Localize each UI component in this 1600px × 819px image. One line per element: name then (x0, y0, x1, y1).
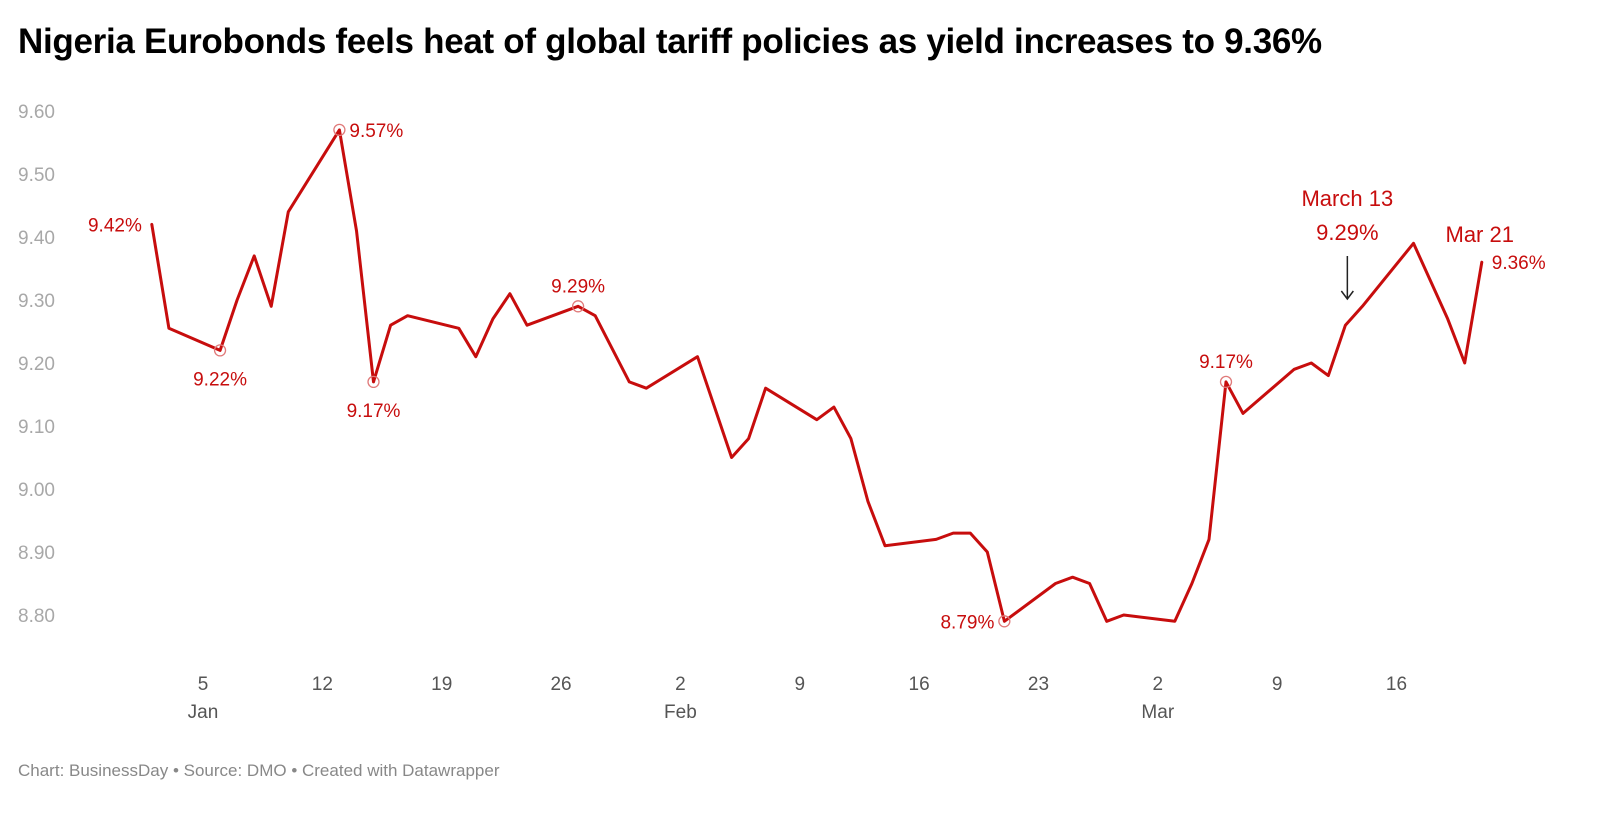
data-label: 9.42% (88, 215, 142, 236)
y-tick-label: 9.20 (18, 354, 55, 375)
y-tick-label: 9.10 (18, 417, 55, 438)
data-label: 8.79% (940, 612, 994, 633)
data-label: 9.29% (551, 276, 605, 297)
y-tick-label: 9.60 (18, 102, 55, 123)
x-tick-label: 2 (1153, 674, 1164, 695)
data-label: 9.17% (1199, 352, 1253, 373)
x-axis: 5 Jan 12 19 26 2 Feb 9 16 23 2 Mar 9 16 (188, 674, 1407, 723)
x-tick-label: 16 (909, 674, 930, 695)
y-tick-label: 9.40 (18, 228, 55, 249)
x-tick-label: 26 (550, 674, 571, 695)
y-tick-label: 9.50 (18, 165, 55, 186)
y-tick-label: 8.90 (18, 543, 55, 564)
x-tick-label: 2 (675, 674, 686, 695)
data-label: 9.36% (1492, 253, 1546, 274)
x-month-label: Mar (1141, 702, 1174, 723)
x-tick-label: 23 (1028, 674, 1049, 695)
data-label: 9.22% (193, 369, 247, 390)
highlight-marker (571, 300, 585, 313)
y-tick-label: 9.00 (18, 480, 55, 501)
y-axis: 9.60 9.50 9.40 9.30 9.20 9.10 9.00 8.90 8.80 (18, 102, 55, 627)
y-tick-label: 9.30 (18, 291, 55, 312)
arrow-down-icon (1340, 290, 1354, 301)
highlight-marker (333, 123, 346, 137)
y-tick-label: 8.80 (18, 606, 55, 627)
callout-label: March 13 (1301, 186, 1393, 211)
chart-footer: Chart: BusinessDay • Source: DMO • Creat… (18, 761, 500, 780)
highlight-marker (367, 375, 380, 389)
callout-value: 9.29% (1316, 220, 1378, 245)
highlight-marker (213, 344, 227, 357)
data-label: 9.17% (347, 401, 401, 422)
x-tick-label: 9 (1272, 674, 1283, 695)
x-tick-label: 19 (431, 674, 452, 695)
data-label: 9.57% (349, 121, 403, 142)
annotations-layer: 9.42% 9.22% 9.57% 9.17% 9.29% 8.79% 9.17% 9.36%… (88, 121, 1546, 633)
callout-label: Mar 21 (1446, 222, 1514, 247)
highlight-marker (998, 615, 1011, 628)
x-tick-label: 9 (794, 674, 805, 695)
x-month-label: Feb (664, 702, 697, 723)
chart-title: Nigeria Eurobonds feels heat of global t… (18, 22, 1322, 61)
x-tick-label: 16 (1386, 674, 1407, 695)
x-month-label: Jan (188, 702, 219, 723)
yield-line (150, 128, 1484, 623)
series-layer (150, 128, 1484, 623)
highlight-marker (1219, 375, 1233, 389)
x-tick-label: 12 (312, 674, 333, 695)
x-tick-label: 5 (198, 674, 209, 695)
